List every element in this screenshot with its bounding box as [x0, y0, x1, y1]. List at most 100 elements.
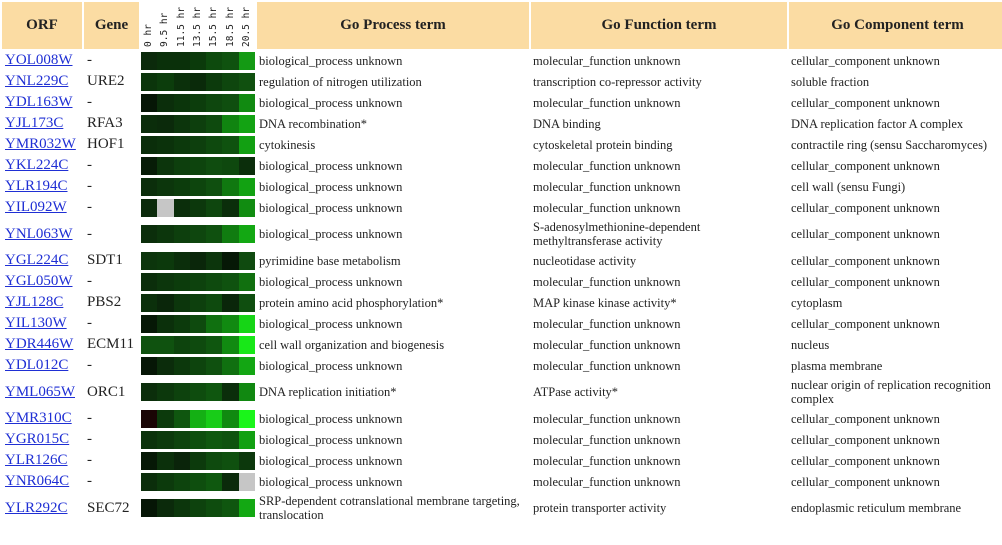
heat-cell	[238, 251, 255, 270]
header-function: Go Function term	[531, 2, 787, 49]
heat-cell	[238, 93, 255, 112]
table-row: YDR446W ECM11 cell wall organization and b…	[2, 335, 1002, 354]
table-row: YNR064C - biological_process unknown molecu…	[2, 472, 1002, 491]
heat-cell	[157, 293, 174, 312]
heat-cell	[141, 472, 158, 491]
orf-link[interactable]: YDL163W	[5, 94, 73, 110]
component-term-cell: DNA replication factor A complex	[789, 114, 1002, 133]
heat-cell	[157, 251, 174, 270]
orf-link[interactable]: YJL173C	[5, 115, 64, 131]
heat-cell	[157, 430, 174, 449]
process-term-cell: SRP-dependent cotranslational membrane t…	[257, 493, 529, 523]
orf-link[interactable]: YLR194C	[5, 178, 68, 194]
heat-cell	[189, 430, 207, 449]
heat-cell	[206, 383, 223, 401]
orf-link[interactable]: YIL130W	[5, 315, 67, 331]
orf-link[interactable]: YMR310C	[5, 410, 72, 426]
component-term-cell: cellular_component unknown	[789, 156, 1002, 175]
table-row: YGR015C - biological_process unknown molecu…	[2, 430, 1002, 449]
heat-cell	[238, 499, 255, 517]
expression-heatmap	[141, 314, 255, 333]
heat-cell	[222, 430, 239, 449]
orf-link[interactable]: YNR064C	[5, 473, 70, 489]
expression-heatmap	[141, 198, 255, 217]
component-term-cell: cell wall (sensu Fungi)	[789, 177, 1002, 196]
orf-cell: YMR310C	[2, 409, 82, 428]
expression-heatmap	[141, 219, 255, 249]
function-term-cell: molecular_function unknown	[531, 356, 787, 375]
heat-cell	[206, 409, 223, 428]
process-term-cell: biological_process unknown	[257, 314, 529, 333]
heat-cell	[141, 198, 158, 217]
orf-link[interactable]: YNL229C	[5, 73, 69, 89]
component-term-cell: cellular_component unknown	[789, 314, 1002, 333]
heat-cell	[157, 156, 174, 175]
heat-cell	[141, 225, 158, 243]
orf-link[interactable]: YML065W	[5, 383, 75, 400]
heat-cell	[157, 51, 174, 70]
heat-cell	[222, 225, 239, 243]
process-term-cell: biological_process unknown	[257, 219, 529, 249]
heat-cell	[238, 335, 255, 354]
orf-link[interactable]: YKL224C	[5, 157, 69, 173]
orf-link[interactable]: YGL050W	[5, 273, 73, 289]
orf-link[interactable]: YGR015C	[5, 431, 70, 447]
heat-cell	[189, 451, 207, 470]
heat-cell	[141, 430, 158, 449]
heat-cell	[222, 272, 239, 291]
heat-cell	[238, 383, 255, 401]
orf-link[interactable]: YDL012C	[5, 357, 69, 373]
gene-cell: HOF1	[84, 135, 139, 154]
heat-cell	[141, 251, 158, 270]
table-row: YDL163W - biological_process unknown molecu…	[2, 93, 1002, 112]
orf-cell: YIL130W	[2, 314, 82, 333]
expression-heatmap	[141, 72, 255, 91]
expression-heatmap	[141, 114, 255, 133]
gene-cell: -	[84, 472, 139, 491]
function-term-cell: molecular_function unknown	[531, 177, 787, 196]
gene-cell: URE2	[84, 72, 139, 91]
heat-cell	[238, 472, 255, 491]
orf-cell: YDR446W	[2, 335, 82, 354]
heat-cell	[189, 93, 207, 112]
expression-heatmap	[141, 493, 255, 523]
orf-link[interactable]: YIL092W	[5, 199, 67, 215]
expression-heatmap	[141, 156, 255, 175]
orf-link[interactable]: YDR446W	[5, 336, 74, 352]
heat-cell	[141, 93, 158, 112]
function-term-cell: molecular_function unknown	[531, 430, 787, 449]
gene-table: ORF Gene 0 hr 9.5 hr 11.5 hr 13.5 hr 15.5 hr…	[2, 2, 1002, 523]
header-orf: ORF	[2, 2, 82, 49]
orf-link[interactable]: YGL224C	[5, 252, 69, 268]
gene-cell: SDT1	[84, 251, 139, 270]
orf-link[interactable]: YJL128C	[5, 294, 64, 310]
heat-cell	[141, 335, 158, 354]
orf-link[interactable]: YLR292C	[5, 499, 68, 516]
heat-cell	[189, 225, 207, 243]
heat-cell	[157, 198, 174, 217]
heat-cell	[157, 499, 174, 517]
component-term-cell: nuclear origin of replication recognitio…	[789, 377, 1002, 407]
expression-heatmap	[141, 451, 255, 470]
function-term-cell: molecular_function unknown	[531, 472, 787, 491]
heat-cell	[189, 356, 207, 375]
heat-cell	[189, 51, 207, 70]
heat-cell	[141, 156, 158, 175]
component-term-cell: soluble fraction	[789, 72, 1002, 91]
orf-cell: YNL229C	[2, 72, 82, 91]
heat-cell	[189, 72, 207, 91]
orf-link[interactable]: YMR032W	[5, 136, 76, 152]
gene-cell: ECM11	[84, 335, 139, 354]
orf-cell: YKL224C	[2, 156, 82, 175]
orf-link[interactable]: YNL063W	[5, 225, 73, 242]
function-term-cell: molecular_function unknown	[531, 156, 787, 175]
orf-link[interactable]: YLR126C	[5, 452, 68, 468]
heat-cell	[189, 335, 207, 354]
heat-cell	[206, 335, 223, 354]
process-term-cell: biological_process unknown	[257, 51, 529, 70]
gene-cell: -	[84, 314, 139, 333]
function-term-cell: molecular_function unknown	[531, 198, 787, 217]
heat-cell	[206, 272, 223, 291]
function-term-cell: protein transporter activity	[531, 493, 787, 523]
orf-link[interactable]: YOL008W	[5, 52, 73, 68]
